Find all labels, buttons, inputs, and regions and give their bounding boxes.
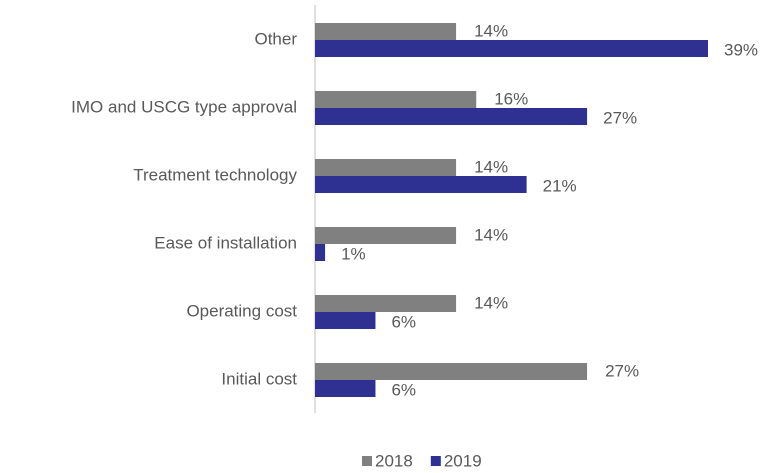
legend-label: 2018 <box>375 451 413 470</box>
y-tick-label: IMO and USCG type approval <box>71 97 297 116</box>
bar <box>315 295 457 312</box>
bar <box>315 159 457 176</box>
y-tick-label: Other <box>254 29 297 48</box>
bar <box>315 108 588 125</box>
bar <box>315 244 326 261</box>
data-label: 27% <box>603 108 637 127</box>
bar <box>315 363 588 380</box>
y-tick-label: Initial cost <box>221 369 297 388</box>
data-label: 6% <box>391 380 416 399</box>
bar <box>315 380 376 397</box>
data-label: 1% <box>341 244 366 263</box>
data-label: 6% <box>391 312 416 331</box>
bar <box>315 176 527 193</box>
data-label: 14% <box>474 225 508 244</box>
data-label: 21% <box>543 176 577 195</box>
data-label: 27% <box>605 361 639 380</box>
bar <box>315 23 457 40</box>
y-tick-label: Ease of installation <box>154 233 297 252</box>
data-label: 16% <box>494 89 528 108</box>
legend-swatch <box>362 456 372 466</box>
data-label: 14% <box>474 21 508 40</box>
data-label: 14% <box>474 293 508 312</box>
y-tick-label: Treatment technology <box>133 165 297 184</box>
y-tick-label: Operating cost <box>186 301 297 320</box>
bar <box>315 227 457 244</box>
bar <box>315 40 708 57</box>
bar <box>315 91 477 108</box>
data-label: 39% <box>724 40 758 59</box>
legend-label: 2019 <box>444 451 482 470</box>
data-label: 14% <box>474 157 508 176</box>
bar <box>315 312 376 329</box>
legend-swatch <box>430 456 441 466</box>
